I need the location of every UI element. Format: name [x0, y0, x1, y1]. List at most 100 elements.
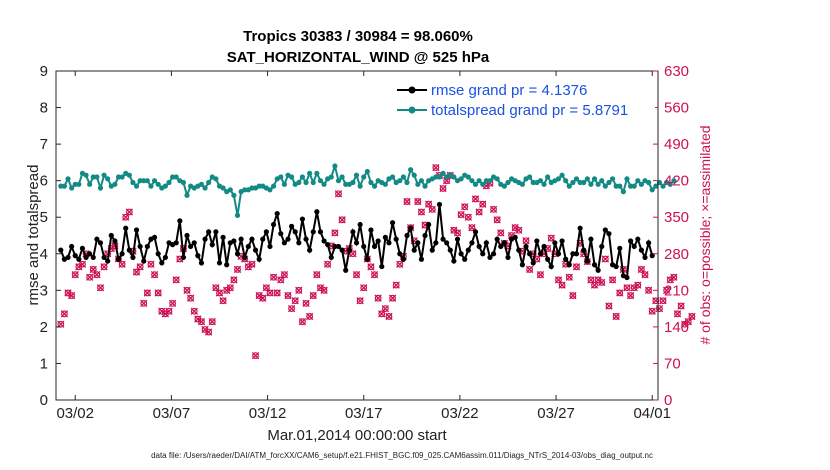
- totalspread-point: [249, 185, 255, 191]
- obs-assimilated-point: [439, 184, 447, 193]
- legend-spread-label: totalspread grand pr = 5.8791: [431, 102, 628, 119]
- obs-possible-point: [645, 286, 653, 294]
- totalspread-point: [353, 172, 360, 178]
- totalspread-point: [162, 183, 168, 189]
- totalspread-point: [624, 176, 630, 182]
- obs-possible-point: [208, 318, 216, 326]
- legend-rmse-marker: [408, 86, 416, 94]
- totalspread-point: [151, 178, 158, 184]
- rmse-point: [649, 253, 655, 259]
- rmse-point: [490, 251, 497, 257]
- obs-assimilated-point: [475, 208, 483, 216]
- obs-assimilated-point: [385, 312, 393, 321]
- totalspread-point: [72, 181, 78, 187]
- obs-possible-point: [122, 213, 130, 221]
- obs-assimilated-point: [608, 276, 617, 284]
- obs-assimilated-point: [684, 318, 692, 326]
- rmse-point: [209, 242, 215, 248]
- rmse-point: [299, 216, 306, 222]
- rmse-point: [465, 247, 471, 253]
- obs-assimilated-point: [309, 291, 317, 300]
- totalspread-point: [206, 179, 212, 186]
- obs-assimilated-point: [201, 325, 209, 334]
- obs-possible-point: [349, 250, 357, 258]
- obs-possible-point: [454, 229, 461, 237]
- obs-possible-point: [313, 271, 321, 279]
- rmse-point: [321, 238, 327, 244]
- obs-assimilated-point: [594, 276, 602, 284]
- rmse-point: [72, 253, 78, 259]
- totalspread-point: [364, 168, 370, 175]
- left-tick-label: 7: [40, 136, 48, 153]
- totalspread-point: [310, 179, 316, 186]
- rmse-point: [404, 232, 410, 239]
- obs-assimilated-point: [497, 229, 505, 237]
- obs-assimilated-point: [233, 265, 242, 274]
- rmse-point: [267, 243, 273, 250]
- rmse-point: [537, 251, 544, 257]
- obs-possible-point: [266, 289, 274, 297]
- obs-possible-point: [147, 260, 155, 268]
- obs-possible-point: [183, 286, 191, 294]
- rmse-point: [216, 260, 223, 266]
- totalspread-point: [660, 183, 666, 189]
- legend: rmse grand pr = 4.1376 totalspread grand…: [393, 78, 655, 122]
- totalspread-point: [58, 183, 64, 189]
- rmse-point: [570, 251, 576, 257]
- obs-assimilated-point: [295, 286, 303, 294]
- rmse-point: [188, 243, 194, 250]
- obs-possible-point: [378, 310, 386, 318]
- x-tick-label: 03/22: [441, 405, 479, 422]
- rmse-point: [559, 238, 565, 244]
- rmse-point: [252, 247, 259, 253]
- obs-assimilated-point: [673, 310, 682, 318]
- obs-assimilated-point: [536, 271, 545, 279]
- totalspread-point: [87, 181, 93, 187]
- obs-possible-point: [439, 185, 447, 192]
- rmse-point: [87, 251, 93, 257]
- totalspread-point: [267, 187, 273, 193]
- obs-assimilated-point: [154, 289, 162, 297]
- totalspread-point: [69, 185, 75, 191]
- x-axis-label: Mar.01,2014 00:00:00 start: [267, 427, 447, 444]
- obs-assimilated-point: [637, 265, 646, 274]
- obs-assimilated-point: [489, 205, 498, 214]
- obs-possible-point: [262, 284, 270, 292]
- rmse-point: [386, 240, 392, 246]
- rmse-point: [328, 254, 334, 261]
- obs-possible-point: [634, 281, 642, 289]
- totalspread-point: [296, 179, 302, 186]
- obs-assimilated-point: [298, 318, 307, 326]
- obs-possible-point: [125, 208, 133, 216]
- obs-possible-point: [190, 307, 198, 315]
- totalspread-point: [278, 174, 284, 180]
- rmse-point: [563, 256, 569, 262]
- rmse-point: [635, 236, 641, 242]
- rmse-point: [332, 243, 338, 250]
- obs-assimilated-point: [230, 276, 238, 284]
- obs-possible-point: [331, 229, 339, 237]
- x-tick-label: 03/17: [345, 405, 383, 422]
- rmse-point: [307, 247, 313, 253]
- obs-assimilated-point: [262, 284, 271, 292]
- rmse-point: [314, 209, 320, 215]
- x-tick-label: 03/07: [153, 405, 191, 422]
- obs-possible-point: [414, 198, 422, 205]
- obs-assimilated-point: [525, 265, 534, 274]
- obs-possible-point: [143, 289, 151, 297]
- totalspread-point: [101, 172, 107, 178]
- rmse-point: [108, 232, 114, 239]
- obs-possible-point: [226, 284, 234, 292]
- rmse-point: [588, 236, 594, 242]
- obs-assimilated-point: [255, 291, 263, 300]
- obs-assimilated-point: [644, 286, 653, 294]
- totalspread-point: [115, 174, 122, 180]
- rmse-point: [422, 232, 428, 239]
- obs-possible-point: [252, 352, 259, 360]
- totalspread-point: [173, 174, 179, 180]
- obs-assimilated-point: [547, 234, 555, 242]
- rmse-point: [173, 240, 179, 246]
- obs-assimilated-point: [461, 203, 469, 211]
- rmse-point: [79, 245, 86, 251]
